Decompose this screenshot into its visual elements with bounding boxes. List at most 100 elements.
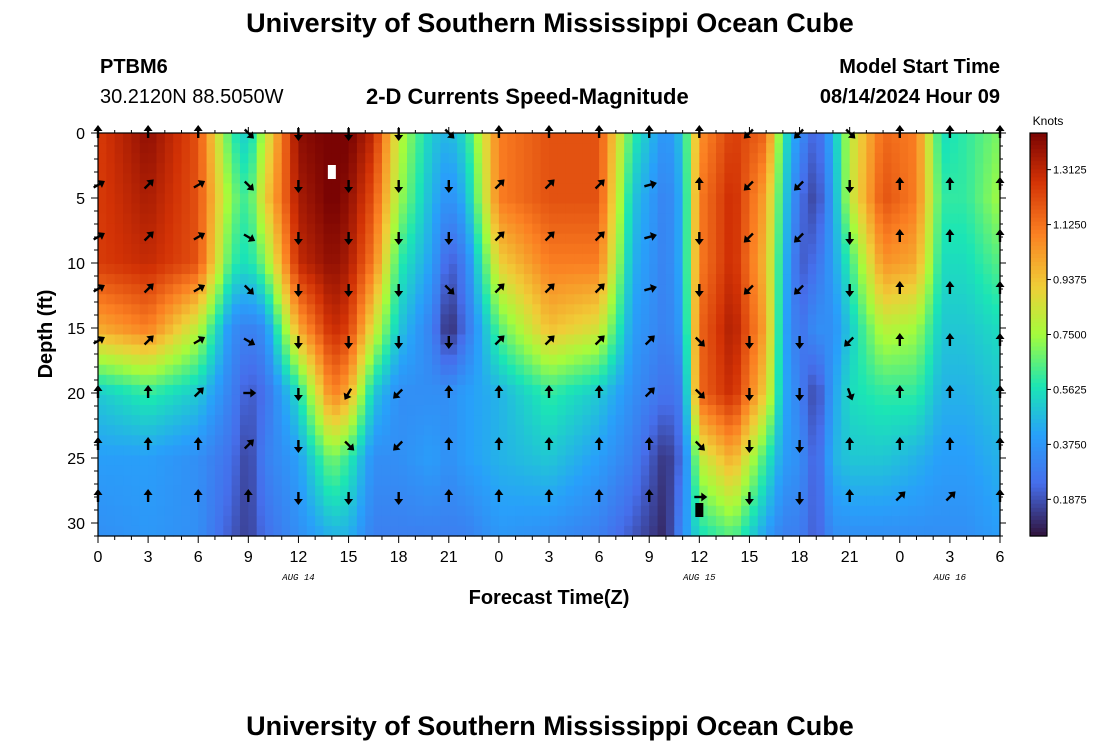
heatmap-cell	[340, 203, 350, 215]
heatmap-cell	[908, 193, 918, 205]
heatmap-cell	[223, 153, 233, 164]
heatmap-cell	[273, 183, 283, 195]
heatmap-cell	[507, 364, 517, 376]
heatmap-cell	[415, 274, 425, 285]
heatmap-cell	[239, 143, 249, 154]
heatmap-cell	[231, 253, 241, 265]
heatmap-cell	[924, 304, 934, 315]
heatmap-cell	[407, 133, 416, 144]
heatmap-cell	[148, 263, 158, 275]
heatmap-cell	[574, 344, 584, 356]
heatmap-cell	[381, 405, 391, 416]
heatmap-cell	[615, 515, 625, 527]
heatmap-cell	[415, 163, 425, 174]
heatmap-cell	[908, 344, 918, 356]
heatmap-cell	[941, 284, 951, 295]
heatmap-cell	[741, 253, 751, 265]
heatmap-cell	[766, 133, 776, 144]
heatmap-cell	[281, 495, 291, 507]
heatmap-cell	[782, 173, 792, 184]
heatmap-cell	[415, 475, 425, 487]
heatmap-cell	[832, 183, 842, 195]
heatmap-cell	[482, 173, 492, 184]
heatmap-cell	[315, 213, 325, 225]
heatmap-cell	[265, 334, 274, 346]
heatmap-cell	[991, 485, 1001, 497]
heatmap-cell	[674, 304, 684, 315]
heatmap-cell	[749, 475, 759, 487]
heatmap-cell	[473, 364, 483, 376]
heatmap-cell	[807, 203, 817, 215]
heatmap-cell	[507, 274, 517, 285]
heatmap-cell	[807, 213, 817, 225]
heatmap-cell	[265, 193, 274, 205]
heatmap-cell	[724, 193, 734, 205]
heatmap-cell	[331, 233, 341, 245]
heatmap-cell	[908, 253, 918, 265]
heatmap-cell	[724, 435, 734, 446]
heatmap-cell	[699, 485, 709, 497]
heatmap-cell	[490, 203, 500, 215]
heatmap-cell	[131, 445, 141, 456]
heatmap-cell	[281, 173, 291, 184]
heatmap-cell	[707, 253, 717, 265]
heatmap-cell	[749, 324, 759, 336]
heatmap-cell	[966, 394, 976, 406]
heatmap-cell	[381, 203, 391, 215]
heatmap-cell	[114, 193, 124, 205]
heatmap-cell	[465, 274, 475, 285]
heatmap-cell	[356, 324, 366, 336]
heatmap-cell	[858, 445, 867, 456]
heatmap-cell	[916, 465, 926, 477]
heatmap-cell	[632, 183, 642, 195]
heatmap-cell	[899, 213, 909, 225]
heatmap-cell	[766, 203, 776, 215]
heatmap-cell	[607, 133, 617, 144]
heatmap-cell	[582, 284, 592, 295]
heatmap-cell	[924, 364, 934, 376]
heatmap-cell	[565, 515, 575, 527]
heatmap-cell	[123, 294, 133, 305]
heatmap-cell	[173, 364, 183, 376]
heatmap-cell	[816, 455, 826, 467]
heatmap-cell	[607, 334, 617, 346]
heatmap-cell	[565, 183, 575, 195]
heatmap-cell	[206, 183, 216, 195]
heatmap-cell	[574, 495, 584, 507]
heatmap-cell	[231, 213, 241, 225]
heatmap-cell	[498, 525, 508, 537]
heatmap-cell	[624, 405, 634, 416]
heatmap-cell	[114, 405, 124, 416]
heatmap-cell	[356, 364, 366, 376]
heatmap-cell	[732, 223, 742, 235]
heatmap-cell	[490, 253, 500, 265]
heatmap-cell	[724, 163, 734, 174]
heatmap-cell	[214, 213, 224, 225]
heatmap-cell	[173, 163, 183, 174]
heatmap-cell	[373, 505, 383, 517]
heatmap-cell	[590, 495, 600, 507]
heatmap-cell	[690, 163, 700, 174]
heatmap-cell	[941, 405, 951, 416]
heatmap-cell	[866, 525, 876, 537]
heatmap-cell	[590, 133, 600, 144]
heatmap-cell	[423, 415, 433, 426]
arrow-head	[394, 291, 404, 297]
heatmap-cell	[106, 334, 116, 346]
heatmap-cell	[498, 274, 508, 285]
heatmap-cell	[440, 213, 450, 225]
current-arrow	[845, 232, 855, 245]
heatmap-cell	[991, 263, 1001, 275]
heatmap-cell	[206, 425, 216, 436]
heatmap-cell	[173, 445, 183, 456]
heatmap-cell	[615, 525, 625, 537]
heatmap-cell	[682, 314, 692, 326]
heatmap-cell	[924, 153, 934, 164]
heatmap-cell	[599, 203, 609, 215]
heatmap-cell	[615, 274, 625, 285]
heatmap-cell	[582, 243, 592, 255]
heatmap-cell	[958, 314, 968, 326]
heatmap-cell	[782, 465, 792, 477]
heatmap-cell	[490, 435, 500, 446]
heatmap-cell	[365, 485, 375, 497]
